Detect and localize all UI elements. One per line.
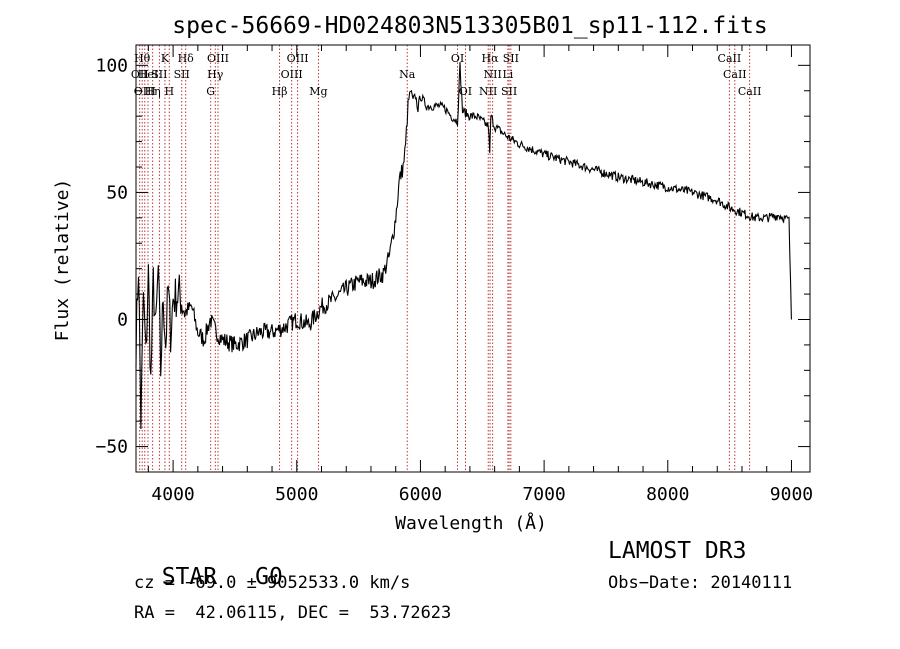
line-label: Hγ — [207, 68, 224, 81]
line-label: NII — [483, 68, 501, 81]
line-label: Li — [502, 68, 513, 81]
y-axis: −50 0 50 100 — [95, 55, 810, 473]
line-label: OIII — [134, 85, 156, 98]
x-tick-label: 7000 — [522, 484, 565, 505]
line-label: Mg — [309, 85, 327, 98]
line-label: Hα — [482, 52, 500, 65]
x-tick-label: 6000 — [399, 484, 442, 505]
line-label: K — [161, 52, 170, 65]
y-tick-label: 0 — [117, 310, 128, 331]
x-tick-label: 8000 — [646, 484, 689, 505]
line-label: OII — [131, 68, 149, 81]
y-axis-label: Flux (relative) — [52, 179, 73, 342]
cz-value: cz = −69.0 ± 9052533.0 km/s — [134, 573, 411, 593]
line-label: Hδ — [178, 52, 195, 65]
coordinates: RA = 42.06115, DEC = 53.72623 — [134, 603, 452, 623]
x-axis: 4000 5000 6000 7000 8000 9000 — [147, 45, 813, 505]
line-label: NII — [479, 85, 497, 98]
obs-date: Obs−Date: 20140111 — [608, 573, 793, 593]
spectral-line-labels: OII Hθ OIII HeI Hη SII K H Hδ SII G Hγ OIII Hβ OIII OII… — [131, 52, 762, 98]
line-label: SII — [151, 68, 167, 81]
line-label: SII — [503, 52, 519, 65]
plot-frame — [135, 44, 811, 473]
line-label: Na — [399, 68, 416, 81]
line-label: CaII — [718, 52, 742, 65]
class-label: STAR — [161, 564, 218, 590]
line-label: OIII — [207, 52, 229, 65]
line-label: G — [206, 85, 215, 98]
spectrum-line — [135, 61, 792, 430]
x-tick-label: 4000 — [151, 484, 194, 505]
line-label: Hβ — [272, 85, 288, 98]
line-label: Hη — [145, 85, 161, 98]
chart-title: spec-56669-HD024803N513305B01_sp11-112.f… — [172, 13, 767, 39]
spectral-line-markers — [139, 45, 751, 472]
survey-label: LAMOST DR3 — [608, 538, 747, 564]
subclass-label: G0 — [255, 564, 283, 590]
line-label: SII — [174, 68, 190, 81]
y-tick-label: −50 — [95, 437, 128, 458]
line-label: SII — [501, 85, 517, 98]
y-tick-label: 50 — [106, 182, 128, 203]
x-tick-label: 5000 — [275, 484, 318, 505]
line-label: CaII — [738, 85, 762, 98]
line-label: OI — [451, 52, 464, 65]
x-tick-label: 9000 — [770, 484, 813, 505]
line-label: CaII — [723, 68, 747, 81]
line-label: HeI — [138, 68, 158, 81]
line-label: OIII — [281, 68, 303, 81]
y-tick-label: 100 — [95, 55, 128, 76]
line-label: H — [164, 85, 174, 98]
line-label: Hθ — [134, 52, 151, 65]
x-axis-label: Wavelength (Å) — [395, 512, 547, 534]
object-class: STAR G0 — [134, 538, 283, 590]
line-label: OIII — [287, 52, 309, 65]
